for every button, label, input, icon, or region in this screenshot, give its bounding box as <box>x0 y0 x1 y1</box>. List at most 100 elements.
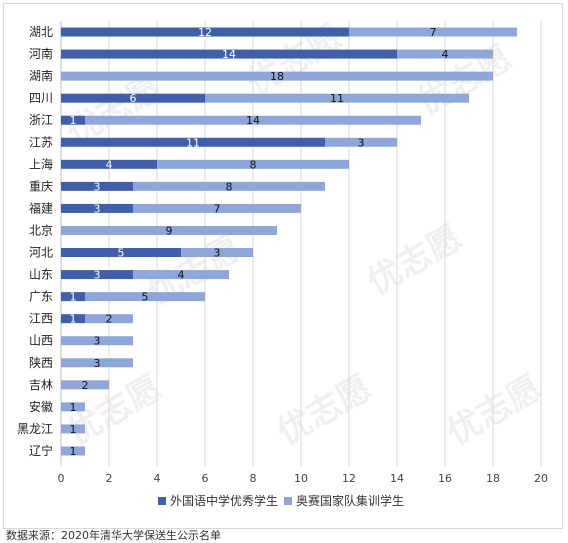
x-tick-label: 6 <box>202 472 209 485</box>
x-tick-label: 10 <box>294 472 308 485</box>
category-label: 北京 <box>29 223 53 237</box>
data-label: 18 <box>270 70 284 83</box>
chart-frame <box>3 3 563 529</box>
data-label: 6 <box>130 92 137 105</box>
category-label: 陕西 <box>29 355 53 370</box>
bar-olympiad <box>397 49 493 59</box>
bar-foreign-language <box>61 27 349 37</box>
category-label: 河北 <box>29 246 53 260</box>
data-label: 1 <box>70 401 77 414</box>
bar-olympiad <box>205 93 469 103</box>
category-label: 安徽 <box>29 399 53 414</box>
source-note: 数据来源：2020年清华大学保送生公示名单 <box>6 529 221 542</box>
bar-olympiad <box>157 159 349 169</box>
data-label: 9 <box>166 224 173 237</box>
category-label: 上海 <box>29 156 53 171</box>
bar-olympiad <box>133 203 301 213</box>
data-label: 3 <box>94 335 101 348</box>
x-tick-label: 20 <box>534 472 548 485</box>
bar-olympiad <box>85 115 421 125</box>
bar-foreign-language <box>61 137 325 147</box>
bar-olympiad <box>61 358 133 368</box>
data-label: 1 <box>70 313 77 326</box>
category-label: 四川 <box>29 91 53 105</box>
x-tick-label: 8 <box>250 472 257 485</box>
data-label: 2 <box>82 379 89 392</box>
category-label: 辽宁 <box>29 443 53 458</box>
data-label: 3 <box>94 357 101 370</box>
category-label: 江苏 <box>29 135 53 149</box>
data-label: 11 <box>186 136 200 149</box>
bar-foreign-language <box>61 248 181 258</box>
bar-olympiad <box>85 314 133 324</box>
bar-foreign-language <box>61 314 85 324</box>
data-label: 1 <box>70 114 77 127</box>
data-label: 3 <box>358 136 365 149</box>
category-label: 山东 <box>29 268 53 282</box>
bar-olympiad <box>61 71 493 81</box>
category-label: 江西 <box>29 312 53 326</box>
data-label: 2 <box>106 313 113 326</box>
data-label: 1 <box>70 423 77 436</box>
x-tick-label: 18 <box>486 472 500 485</box>
bar-foreign-language <box>61 270 133 280</box>
data-label: 8 <box>226 180 233 193</box>
bar-olympiad <box>133 181 325 191</box>
category-label: 浙江 <box>29 113 53 127</box>
category-label: 黑龙江 <box>17 422 53 436</box>
bar-olympiad <box>61 402 85 412</box>
data-label: 4 <box>442 48 449 61</box>
data-label: 12 <box>198 26 212 39</box>
data-label: 3 <box>94 269 101 282</box>
x-tick-label: 0 <box>58 472 65 485</box>
data-label: 3 <box>214 247 221 260</box>
data-label: 7 <box>430 26 437 39</box>
bar-foreign-language <box>61 115 85 125</box>
x-tick-label: 14 <box>390 472 404 485</box>
category-label: 重庆 <box>29 179 53 193</box>
bar-foreign-language <box>61 203 133 213</box>
legend-swatch <box>284 497 292 505</box>
data-label: 11 <box>330 92 344 105</box>
category-label: 福建 <box>29 200 53 215</box>
x-tick-label: 2 <box>106 472 113 485</box>
bar-olympiad <box>61 336 133 346</box>
x-tick-label: 12 <box>342 472 356 485</box>
bar-foreign-language <box>61 159 157 169</box>
bar-foreign-language <box>61 292 85 302</box>
bar-olympiad <box>85 292 205 302</box>
x-tick-label: 4 <box>154 472 161 485</box>
bar-foreign-language <box>61 93 205 103</box>
bar-olympiad <box>61 424 85 434</box>
x-tick-labels: 0 2 4 6 8 10 12 14 16 18 20 <box>58 472 549 485</box>
data-label: 14 <box>246 114 260 127</box>
data-label: 8 <box>250 158 257 171</box>
data-label: 5 <box>118 247 125 260</box>
watermark-text: 优志愿 <box>440 368 548 454</box>
data-label: 5 <box>142 291 149 304</box>
watermark-text: 优志愿 <box>360 218 468 304</box>
bar-foreign-language <box>61 49 397 59</box>
category-label: 广东 <box>29 290 53 304</box>
bar-foreign-language <box>61 181 133 191</box>
bar-olympiad <box>61 446 85 456</box>
data-label: 1 <box>70 445 77 458</box>
legend: 外国语中学优秀学生 奥赛国家队集训学生 <box>158 493 404 508</box>
data-label: 1 <box>70 291 77 304</box>
bar-olympiad <box>349 27 517 37</box>
category-label: 山西 <box>29 334 53 348</box>
data-label: 3 <box>94 180 101 193</box>
bar-olympiad <box>133 270 229 280</box>
bar-olympiad <box>181 248 253 258</box>
bar-olympiad <box>61 225 277 235</box>
data-label: 3 <box>94 202 101 215</box>
watermark-text: 优志愿 <box>270 368 378 454</box>
data-label: 7 <box>214 202 221 215</box>
category-label: 河南 <box>29 46 53 61</box>
category-label: 湖北 <box>29 24 53 39</box>
bar-olympiad <box>61 380 109 390</box>
legend-label: 奥赛国家队集训学生 <box>296 493 404 508</box>
